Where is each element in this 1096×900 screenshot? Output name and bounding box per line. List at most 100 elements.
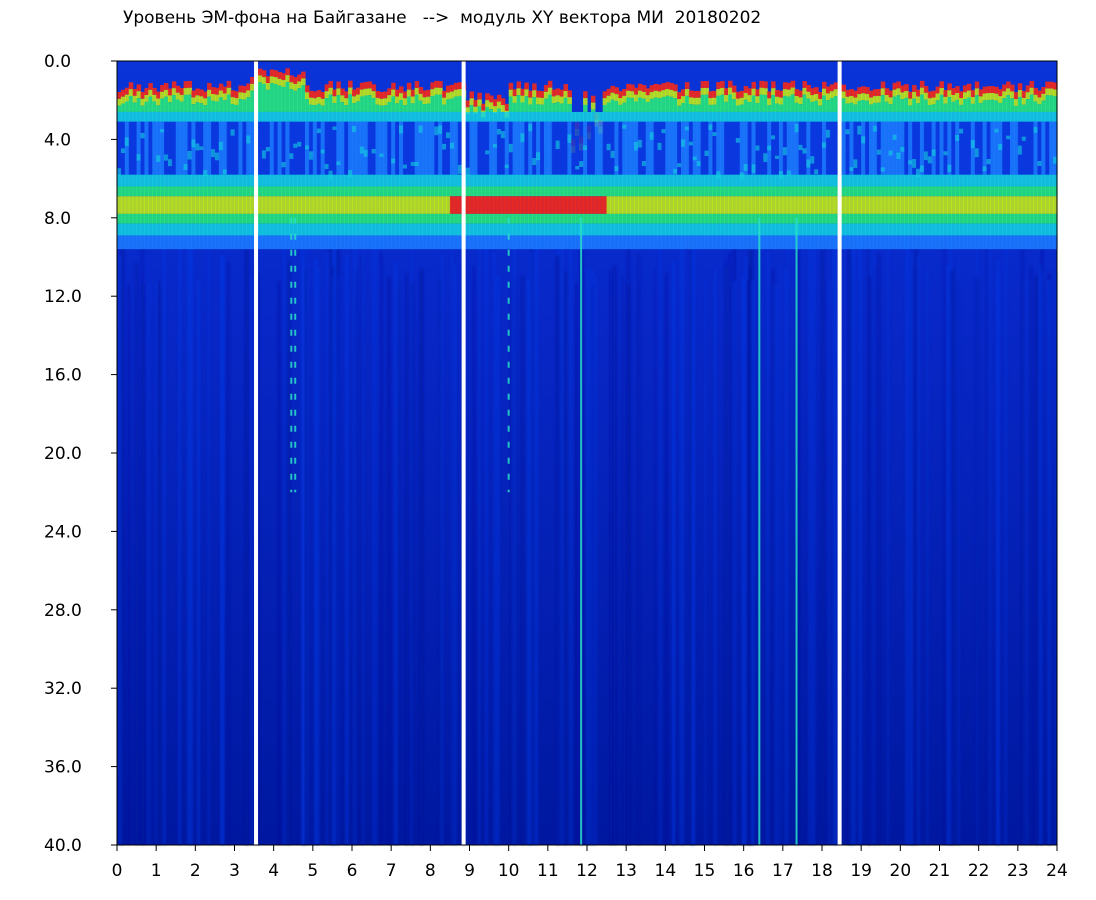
heatmap-cell <box>222 196 228 214</box>
heatmap-cell <box>297 74 302 82</box>
heatmap-cell <box>324 163 330 170</box>
heatmap-cell <box>1053 186 1058 197</box>
heatmap-cell <box>465 223 471 236</box>
heatmap-cell <box>575 213 580 224</box>
heatmap-cell <box>457 121 463 175</box>
heatmap-cell <box>700 174 706 187</box>
y-tick-label: 8.0 <box>44 209 71 229</box>
heatmap-cell <box>1045 186 1050 197</box>
heatmap-cell <box>453 235 459 250</box>
heatmap-cell <box>410 161 416 166</box>
heatmap-cell <box>810 95 815 102</box>
heatmap-cell <box>520 102 525 112</box>
heatmap-cell <box>590 186 596 197</box>
heatmap-cell <box>117 121 122 175</box>
texture-streak <box>355 270 357 845</box>
heatmap-cell <box>943 223 948 236</box>
heatmap-cell <box>199 235 204 250</box>
heatmap-cell <box>708 213 713 224</box>
heatmap-cell <box>677 174 682 187</box>
heatmap-cell <box>422 121 428 175</box>
texture-streak <box>561 239 564 846</box>
texture-streak <box>989 244 991 845</box>
heatmap-cell <box>273 83 279 112</box>
heatmap-cell <box>1010 235 1015 250</box>
heatmap-cell <box>978 235 984 250</box>
heatmap-cell <box>289 153 294 159</box>
heatmap-cell <box>970 90 976 98</box>
heatmap-cell <box>563 90 569 98</box>
heatmap-cell <box>778 186 784 197</box>
texture-streak <box>496 275 500 845</box>
heatmap-cell <box>434 223 439 236</box>
heatmap-cell <box>406 121 412 175</box>
heatmap-cell <box>849 102 854 112</box>
heatmap-cell <box>931 186 937 197</box>
heatmap-cell <box>547 121 553 175</box>
heatmap-cell <box>402 196 408 214</box>
heatmap-cell <box>1045 174 1050 187</box>
heatmap-cell <box>312 91 318 99</box>
heatmap-cell <box>763 121 768 175</box>
heatmap-cell <box>657 98 663 112</box>
heatmap-cell <box>861 136 866 144</box>
heatmap-cell <box>908 223 913 236</box>
heatmap-cell <box>637 121 643 175</box>
heatmap-cell <box>696 111 702 122</box>
heatmap-cell <box>900 146 905 152</box>
heatmap-cell <box>649 132 655 140</box>
heatmap-cell <box>265 89 271 112</box>
heatmap-cell <box>152 213 157 224</box>
heatmap-cell <box>567 235 572 250</box>
heatmap-cell <box>677 213 682 224</box>
heatmap-cell <box>575 223 580 236</box>
heatmap-cell <box>132 95 138 103</box>
heatmap-cell <box>810 101 815 112</box>
heatmap-cell <box>1053 89 1058 97</box>
heatmap-cell <box>1006 81 1011 89</box>
texture-streak <box>1030 267 1032 846</box>
heatmap-cell <box>677 111 682 122</box>
heatmap-cell <box>1045 213 1050 224</box>
heatmap-cell <box>849 121 854 175</box>
heatmap-cell <box>966 223 972 236</box>
heatmap-cell <box>806 174 811 187</box>
texture-streak <box>387 275 391 845</box>
heatmap-cell <box>880 223 886 236</box>
heatmap-cell <box>720 81 725 88</box>
x-tick-label: 1 <box>151 861 162 881</box>
heatmap-cell <box>1006 196 1011 214</box>
heatmap-cell <box>316 213 322 224</box>
heatmap-cell <box>496 223 502 236</box>
heatmap-cell <box>344 196 349 214</box>
heatmap-cell <box>822 174 827 187</box>
heatmap-cell <box>504 235 510 250</box>
heatmap-cell <box>406 89 412 97</box>
heatmap-cell <box>673 235 678 250</box>
heatmap-cell <box>226 174 232 187</box>
heatmap-cell <box>1017 186 1023 197</box>
heatmap-cell <box>422 213 428 224</box>
heatmap-cell <box>449 142 455 149</box>
heatmap-cell <box>861 111 866 122</box>
heatmap-cell <box>406 186 412 197</box>
heatmap-cell <box>1021 121 1027 175</box>
heatmap-cell <box>669 196 674 214</box>
heatmap-cell <box>395 213 400 224</box>
heatmap-cell <box>371 174 377 187</box>
heatmap-cell <box>637 186 643 197</box>
heatmap-cell <box>344 98 349 106</box>
heatmap-cell <box>947 97 952 112</box>
heatmap-cell <box>136 235 142 250</box>
heatmap-cell <box>900 235 905 250</box>
heatmap-cell <box>336 174 341 187</box>
heatmap-cell <box>669 121 674 175</box>
heatmap-cell <box>449 91 455 99</box>
heatmap-cell <box>708 174 713 187</box>
heatmap-cell <box>673 186 678 197</box>
heatmap-cell <box>473 106 478 114</box>
heatmap-cell <box>489 186 494 197</box>
heatmap-cell <box>269 174 275 187</box>
heatmap-cell <box>865 121 870 175</box>
heatmap-cell <box>391 111 396 122</box>
